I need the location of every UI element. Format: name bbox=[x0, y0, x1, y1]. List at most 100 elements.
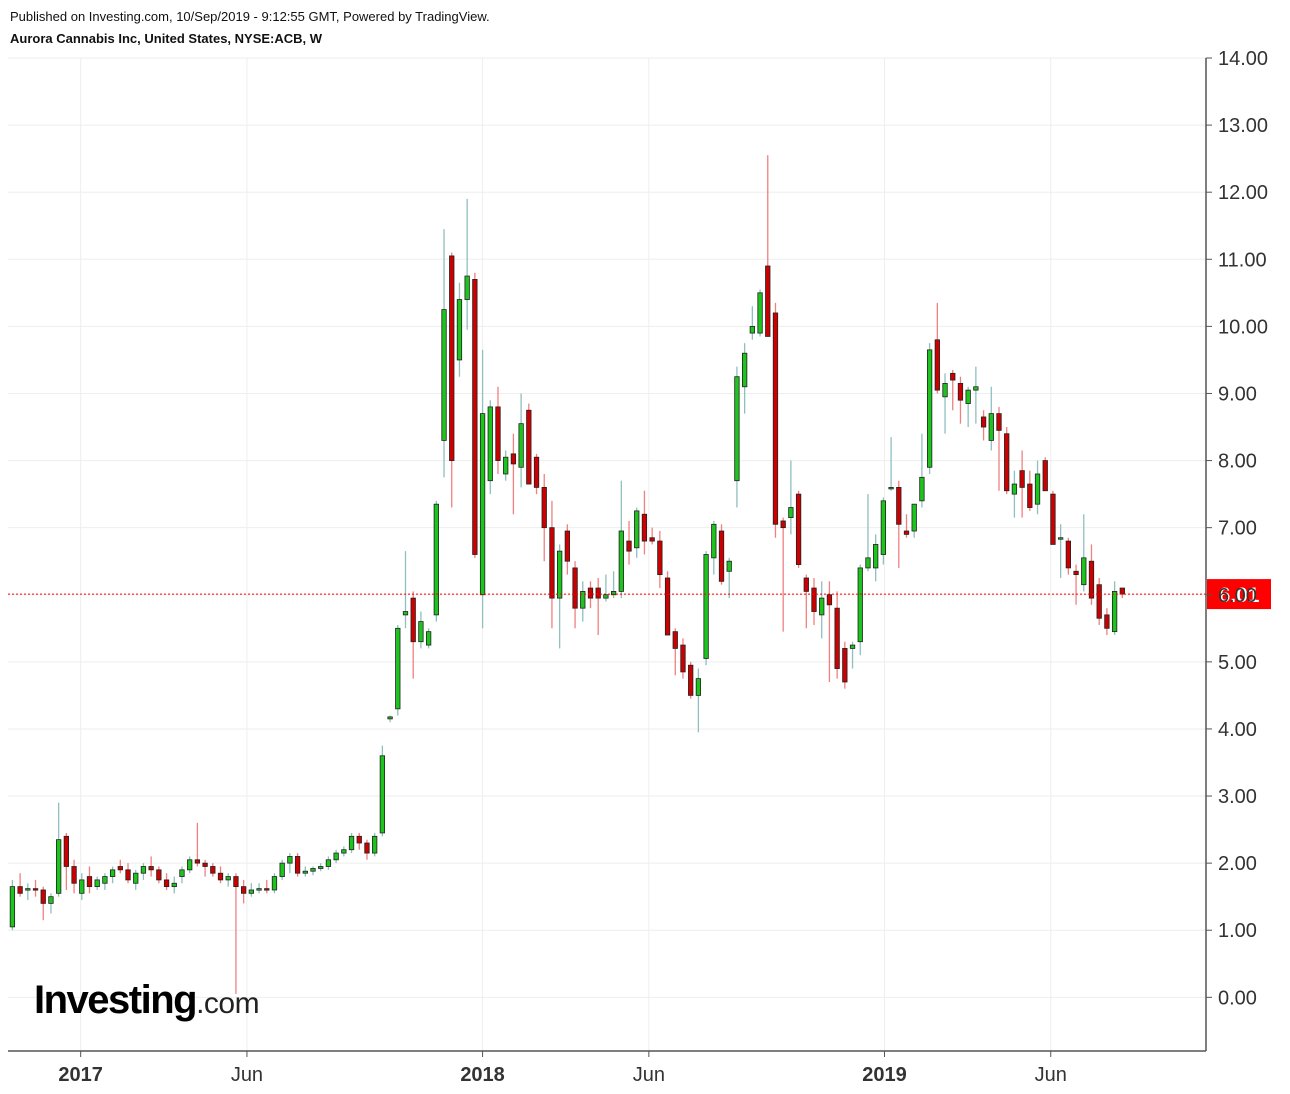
candle-body bbox=[487, 406, 493, 482]
candle-body bbox=[726, 560, 732, 572]
candle-body bbox=[71, 866, 77, 884]
candle-body bbox=[1042, 460, 1048, 492]
y-tick-label: 11.00 bbox=[1218, 249, 1267, 271]
candle-body bbox=[325, 859, 332, 867]
candle-body bbox=[256, 888, 262, 891]
candle-body bbox=[718, 530, 725, 582]
candle-body bbox=[541, 487, 547, 529]
candle-body bbox=[464, 275, 470, 300]
candle-body bbox=[248, 889, 254, 894]
candle-body bbox=[433, 503, 439, 616]
candle-body bbox=[302, 870, 308, 874]
candle-body bbox=[580, 591, 586, 609]
logo-main-text: Investing bbox=[34, 978, 198, 1022]
candle-body bbox=[318, 866, 324, 869]
candle-body bbox=[1050, 493, 1056, 545]
candle-body bbox=[418, 621, 424, 643]
candle-body bbox=[156, 869, 162, 881]
x-tick-label: Jun bbox=[1035, 1064, 1067, 1086]
candle-body bbox=[1096, 584, 1102, 619]
candle-body bbox=[772, 312, 779, 525]
candle-body bbox=[1058, 537, 1064, 540]
candle-body bbox=[711, 523, 717, 559]
candle-body bbox=[333, 852, 339, 861]
x-tick-label: 2018 bbox=[460, 1064, 505, 1086]
y-tick-label: 12.00 bbox=[1218, 182, 1268, 204]
candle-body bbox=[364, 842, 370, 854]
axes: 0.00 1.00 2.00 3.00 4.00 5.00 6.00 7.00 8.00 9.00… bbox=[8, 48, 1268, 1086]
candle-body bbox=[217, 872, 224, 881]
candle-body bbox=[163, 879, 170, 888]
candle-body bbox=[379, 755, 386, 834]
candle-body bbox=[25, 888, 31, 891]
candle-body bbox=[857, 567, 863, 643]
candle-body bbox=[79, 879, 85, 894]
candle-body bbox=[826, 594, 833, 606]
candle-body bbox=[765, 265, 771, 337]
candle-body bbox=[572, 567, 578, 609]
candle-body bbox=[657, 540, 663, 576]
candle-body bbox=[533, 456, 540, 488]
candle-body bbox=[1073, 570, 1079, 576]
candle-body bbox=[94, 879, 100, 888]
x-tick-label: Jun bbox=[231, 1064, 263, 1086]
y-tick-label: 14.00 bbox=[1218, 48, 1268, 70]
candle-body bbox=[1104, 614, 1110, 629]
candle-body bbox=[279, 862, 285, 877]
candle-body bbox=[202, 862, 208, 867]
candle-body bbox=[834, 607, 840, 669]
candle-body bbox=[441, 309, 447, 441]
candle-body bbox=[649, 537, 655, 542]
candle-body bbox=[873, 544, 879, 569]
candle-body bbox=[618, 530, 624, 592]
y-tick-label: 3.00 bbox=[1218, 786, 1257, 808]
candle-body bbox=[518, 423, 524, 468]
candle-body bbox=[1034, 473, 1041, 505]
candle-body bbox=[641, 513, 648, 542]
candle-body bbox=[734, 376, 740, 482]
candle-body bbox=[595, 587, 601, 599]
y-tick-label: 1.00 bbox=[1218, 920, 1257, 942]
candle-body bbox=[634, 510, 640, 549]
candle-body bbox=[402, 611, 409, 616]
candle-body bbox=[950, 372, 956, 381]
candle-body bbox=[672, 631, 678, 649]
published-header: Published on Investing.com, 10/Sep/2019 … bbox=[10, 9, 490, 24]
candle-body bbox=[587, 587, 594, 599]
logo-sub-text: .com bbox=[196, 987, 260, 1020]
candle-body bbox=[780, 520, 786, 529]
last-price-label: 6.01 bbox=[1219, 584, 1260, 607]
candle-body bbox=[449, 255, 455, 461]
candle-body bbox=[865, 557, 871, 569]
candle-body bbox=[557, 550, 563, 599]
candle-body bbox=[919, 476, 925, 502]
candle-body bbox=[819, 597, 825, 616]
candle-body bbox=[788, 507, 794, 518]
candle-body bbox=[503, 456, 509, 475]
candle-body bbox=[264, 888, 270, 891]
candle-body bbox=[626, 540, 632, 552]
candle-body bbox=[171, 882, 177, 888]
candle-body bbox=[287, 856, 293, 864]
candle-body bbox=[225, 876, 231, 881]
y-tick-label: 5.00 bbox=[1218, 652, 1257, 674]
x-tick-label: Jun bbox=[633, 1064, 665, 1086]
symbol-header: Aurora Cannabis Inc, United States, NYSE… bbox=[10, 31, 323, 46]
candle-body bbox=[896, 487, 902, 525]
candle-body bbox=[395, 627, 401, 710]
candles bbox=[9, 155, 1125, 994]
candle-body bbox=[695, 678, 702, 696]
candle-body bbox=[456, 299, 463, 361]
candle-body bbox=[17, 886, 23, 894]
y-tick-label: 6.00 bbox=[1218, 585, 1257, 607]
candle-body bbox=[934, 339, 940, 391]
candle-body bbox=[811, 587, 817, 612]
y-tick-label: 4.00 bbox=[1218, 719, 1257, 741]
candle-body bbox=[849, 644, 856, 649]
candle-body bbox=[803, 577, 809, 592]
candle-body bbox=[880, 500, 887, 555]
candle-body bbox=[549, 527, 555, 599]
candle-body bbox=[310, 868, 316, 872]
candle-body bbox=[410, 597, 416, 643]
candle-body bbox=[9, 886, 16, 928]
